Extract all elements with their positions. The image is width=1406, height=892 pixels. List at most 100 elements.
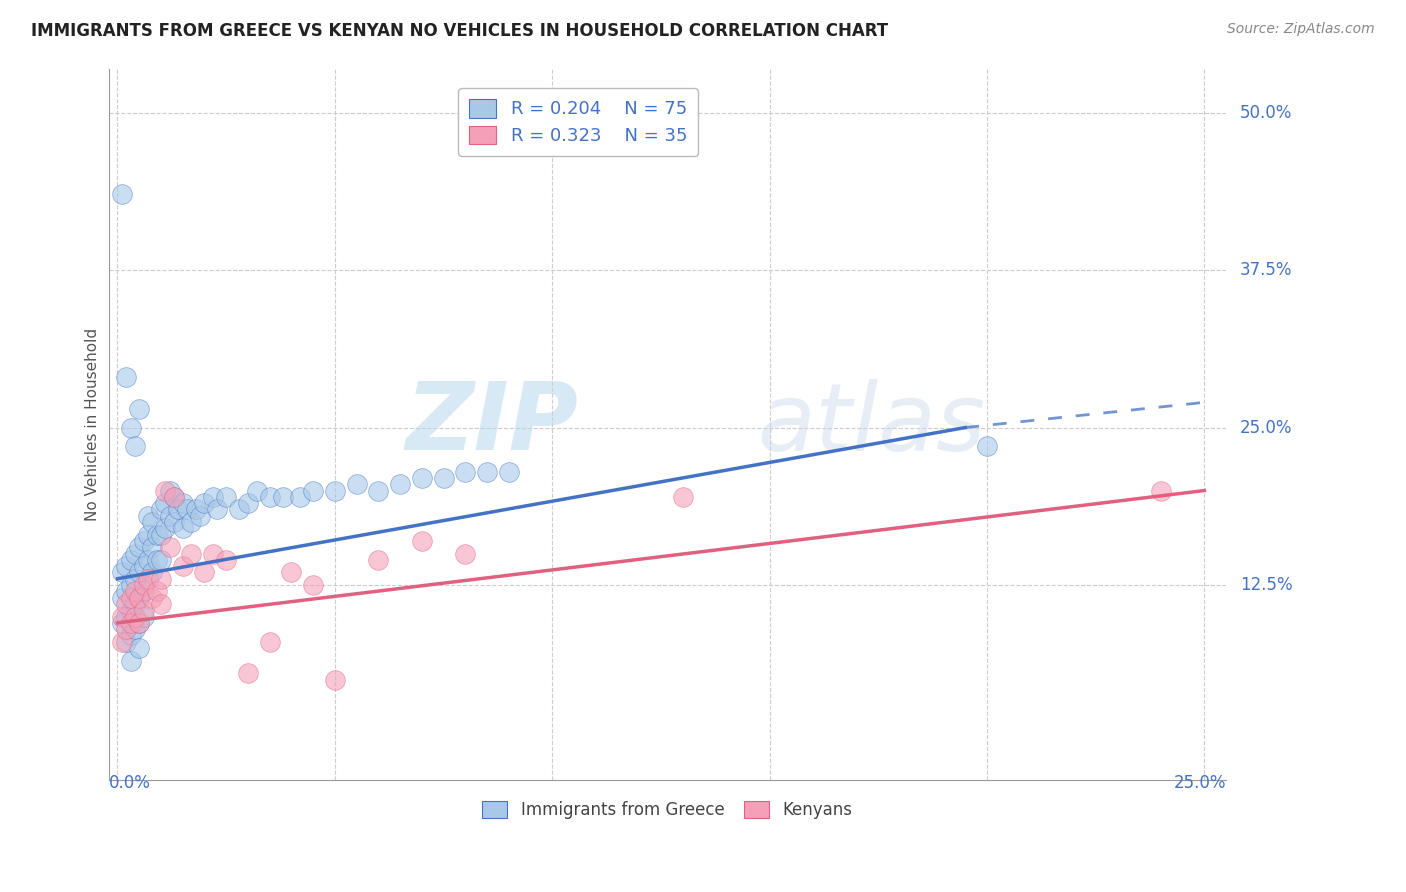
Point — [141, 515, 163, 529]
Point — [111, 634, 134, 648]
Point — [149, 527, 172, 541]
Point — [215, 490, 238, 504]
Point — [128, 640, 150, 655]
Point — [163, 490, 186, 504]
Point — [111, 566, 134, 580]
Point — [411, 533, 433, 548]
Point — [124, 440, 146, 454]
Point — [323, 673, 346, 687]
Point — [124, 572, 146, 586]
Point — [124, 622, 146, 636]
Point — [228, 502, 250, 516]
Point — [159, 508, 181, 523]
Point — [672, 490, 695, 504]
Point — [115, 597, 138, 611]
Point — [454, 465, 477, 479]
Point — [172, 521, 194, 535]
Point — [346, 477, 368, 491]
Text: 50.0%: 50.0% — [1240, 103, 1292, 121]
Point — [128, 566, 150, 580]
Point — [172, 496, 194, 510]
Point — [149, 572, 172, 586]
Point — [111, 591, 134, 605]
Point — [163, 490, 186, 504]
Point — [141, 566, 163, 580]
Point — [124, 547, 146, 561]
Point — [128, 615, 150, 630]
Point — [236, 496, 259, 510]
Point — [111, 609, 134, 624]
Point — [302, 578, 325, 592]
Point — [288, 490, 311, 504]
Point — [132, 609, 155, 624]
Point — [115, 622, 138, 636]
Point — [128, 540, 150, 554]
Point — [115, 559, 138, 574]
Point — [132, 584, 155, 599]
Point — [128, 591, 150, 605]
Point — [202, 490, 225, 504]
Point — [132, 533, 155, 548]
Point — [120, 591, 142, 605]
Point — [136, 572, 159, 586]
Point — [115, 370, 138, 384]
Point — [145, 553, 167, 567]
Point — [120, 420, 142, 434]
Point — [159, 540, 181, 554]
Text: 12.5%: 12.5% — [1240, 576, 1292, 594]
Point — [976, 440, 998, 454]
Point — [159, 483, 181, 498]
Point — [176, 502, 198, 516]
Point — [155, 496, 177, 510]
Text: IMMIGRANTS FROM GREECE VS KENYAN NO VEHICLES IN HOUSEHOLD CORRELATION CHART: IMMIGRANTS FROM GREECE VS KENYAN NO VEHI… — [31, 22, 889, 40]
Point — [432, 471, 454, 485]
Point — [280, 566, 302, 580]
Point — [475, 465, 498, 479]
Point — [120, 603, 142, 617]
Point — [149, 502, 172, 516]
Text: 25.0%: 25.0% — [1174, 774, 1226, 792]
Point — [149, 553, 172, 567]
Point — [367, 553, 389, 567]
Point — [124, 609, 146, 624]
Point — [207, 502, 229, 516]
Point — [271, 490, 294, 504]
Point — [111, 187, 134, 202]
Point — [136, 527, 159, 541]
Point — [120, 615, 142, 630]
Point — [180, 515, 202, 529]
Point — [120, 628, 142, 642]
Point — [411, 471, 433, 485]
Point — [115, 584, 138, 599]
Y-axis label: No Vehicles in Household: No Vehicles in Household — [86, 328, 100, 521]
Point — [1150, 483, 1173, 498]
Text: Source: ZipAtlas.com: Source: ZipAtlas.com — [1227, 22, 1375, 37]
Point — [302, 483, 325, 498]
Point — [111, 615, 134, 630]
Point — [202, 547, 225, 561]
Point — [120, 553, 142, 567]
Point — [136, 553, 159, 567]
Point — [124, 597, 146, 611]
Point — [389, 477, 412, 491]
Point — [259, 634, 281, 648]
Point — [188, 508, 211, 523]
Point — [132, 578, 155, 592]
Point — [124, 584, 146, 599]
Point — [245, 483, 267, 498]
Point — [323, 483, 346, 498]
Point — [145, 584, 167, 599]
Point — [145, 527, 167, 541]
Point — [115, 634, 138, 648]
Point — [141, 591, 163, 605]
Point — [172, 559, 194, 574]
Point — [498, 465, 520, 479]
Point — [155, 483, 177, 498]
Text: 37.5%: 37.5% — [1240, 261, 1292, 279]
Text: 25.0%: 25.0% — [1240, 418, 1292, 436]
Point — [136, 508, 159, 523]
Point — [193, 566, 215, 580]
Point — [155, 521, 177, 535]
Point — [120, 578, 142, 592]
Text: ZIP: ZIP — [405, 378, 578, 470]
